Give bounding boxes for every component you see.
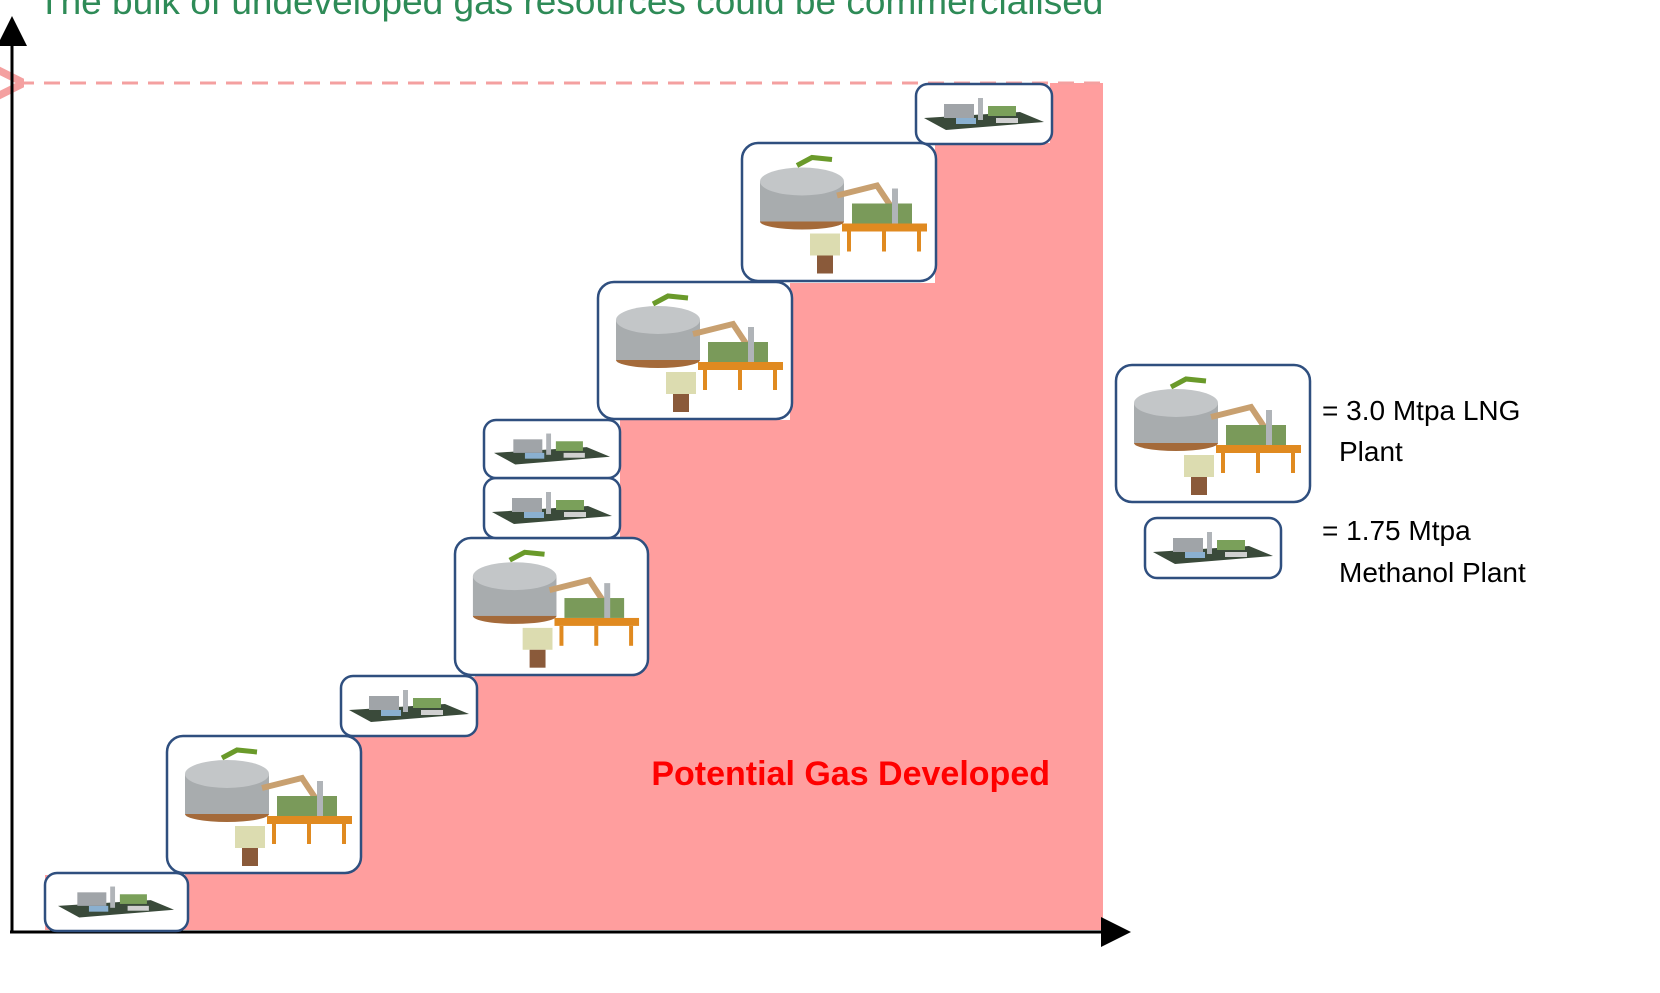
area-label: Potential Gas Developed: [651, 755, 1050, 793]
title: The bulk of undeveloped gas resources co…: [38, 0, 1103, 22]
legend-methanol: = 1.75 Mtpa Methanol Plant: [1322, 515, 1526, 588]
plant-boxes: [43, 82, 1054, 933]
legend-lng: = 3.0 Mtpa LNG Plant: [1322, 395, 1528, 467]
legend: = 3.0 Mtpa LNG Plant = 1.75 Mtpa Methano…: [1114, 363, 1528, 588]
legend-line: Plant: [1339, 436, 1403, 467]
legend-line: = 1.75 Mtpa: [1322, 515, 1471, 546]
developed-area: [45, 83, 1103, 930]
legend-line: Methanol Plant: [1339, 557, 1526, 588]
legend-line: = 3.0 Mtpa LNG: [1322, 395, 1520, 426]
